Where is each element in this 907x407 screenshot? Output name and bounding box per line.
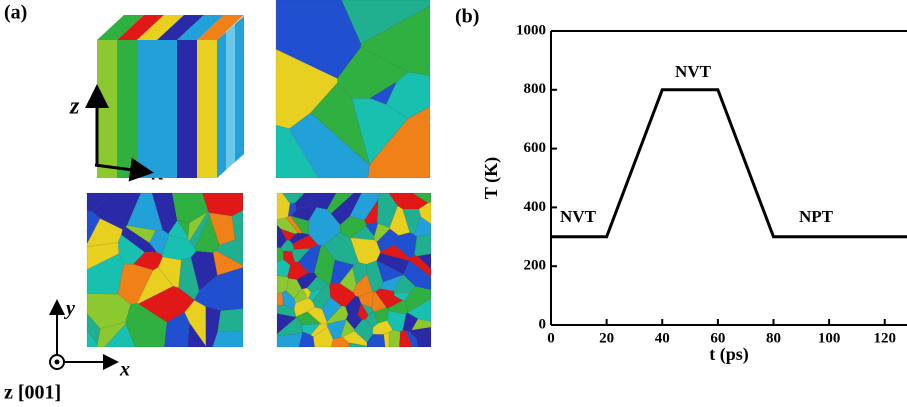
x-tick-label: 120 xyxy=(874,330,897,346)
axis-label: z xyxy=(69,94,80,120)
grain xyxy=(213,331,243,347)
y-tick-label: 200 xyxy=(524,258,547,274)
grain xyxy=(226,24,235,170)
grain xyxy=(157,40,178,178)
figure: (a) z x y x z [001] (b) T (K) t (ps) 0 20… xyxy=(0,0,907,407)
y-tick-label: 600 xyxy=(524,140,547,156)
grain xyxy=(97,40,118,178)
axis-symbol xyxy=(55,360,60,365)
annotation: NPT xyxy=(799,207,834,226)
x-tick-label: 0 xyxy=(547,330,555,346)
grain xyxy=(389,330,400,347)
x-tick-label: 40 xyxy=(655,330,670,346)
annotation: NVT xyxy=(560,207,597,226)
x-tick-label: 20 xyxy=(599,330,614,346)
grain xyxy=(117,40,138,178)
axis-label: y xyxy=(64,298,75,320)
y-tick-label: 800 xyxy=(524,81,547,97)
panel-a: (a) z x y x z [001] xyxy=(4,0,431,404)
grain xyxy=(137,40,158,178)
x-tick-label: 60 xyxy=(710,330,725,346)
axis-label: z [001] xyxy=(4,382,61,404)
grain xyxy=(235,16,244,162)
x-axis-label: t (ps) xyxy=(709,344,749,365)
panel-b: (b) T (K) t (ps) 0 200 400 600 800 1000 0 20 40 6… xyxy=(455,6,907,366)
panel-label: (a) xyxy=(4,2,27,24)
grain xyxy=(217,32,226,178)
y-tick-label: 400 xyxy=(524,199,547,215)
annotation: NVT xyxy=(675,62,712,81)
line xyxy=(551,90,907,237)
y-tick-label: 1000 xyxy=(516,22,546,38)
grain xyxy=(197,40,218,178)
x-tick-label: 80 xyxy=(766,330,781,346)
grain xyxy=(177,40,198,178)
axis-label: x xyxy=(119,359,130,381)
y-tick-label: 0 xyxy=(539,316,547,332)
grain xyxy=(218,309,243,332)
x-tick-label: 100 xyxy=(818,330,841,346)
panel-label: (b) xyxy=(455,6,479,28)
y-axis-label: T (K) xyxy=(481,157,502,199)
